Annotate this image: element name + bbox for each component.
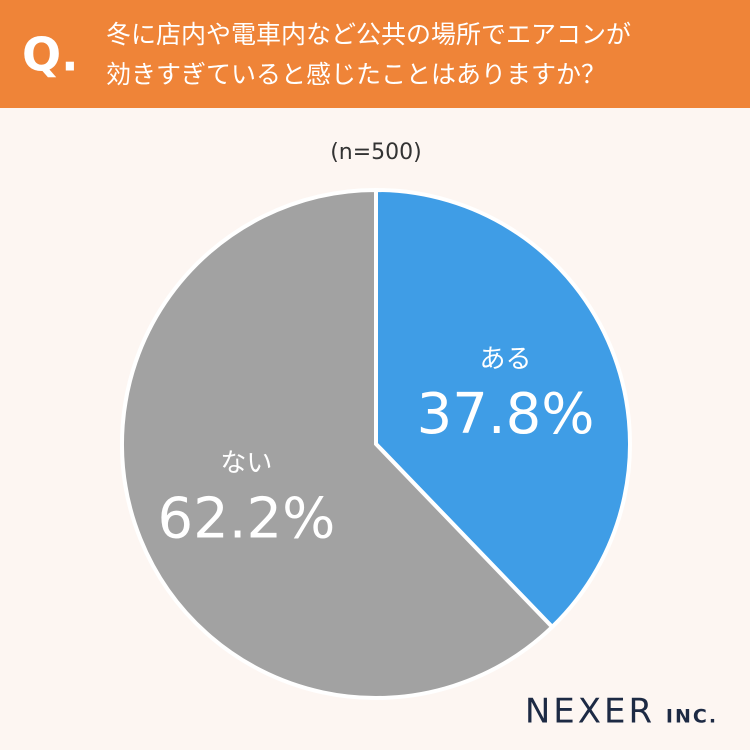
brand-suffix: INC. <box>666 706 718 728</box>
subtitle: (n=500) <box>330 140 422 165</box>
question-marker: Q. <box>22 28 79 82</box>
slice-value-label: 37.8% <box>417 382 595 447</box>
slice-category: ある <box>480 344 532 374</box>
brand: NEXER <box>525 692 655 732</box>
slice-category: ない <box>220 449 272 479</box>
title-line: 冬に店内や電車内など公共の場所でエアコンが <box>106 20 631 49</box>
header <box>0 0 750 108</box>
slice-value-label: 62.2% <box>157 486 335 551</box>
pie-slice <box>120 187 556 700</box>
title-line: 効きすぎていると感じたことはありますか？ <box>106 60 606 89</box>
pie-slice <box>374 187 632 630</box>
pie <box>120 187 632 700</box>
